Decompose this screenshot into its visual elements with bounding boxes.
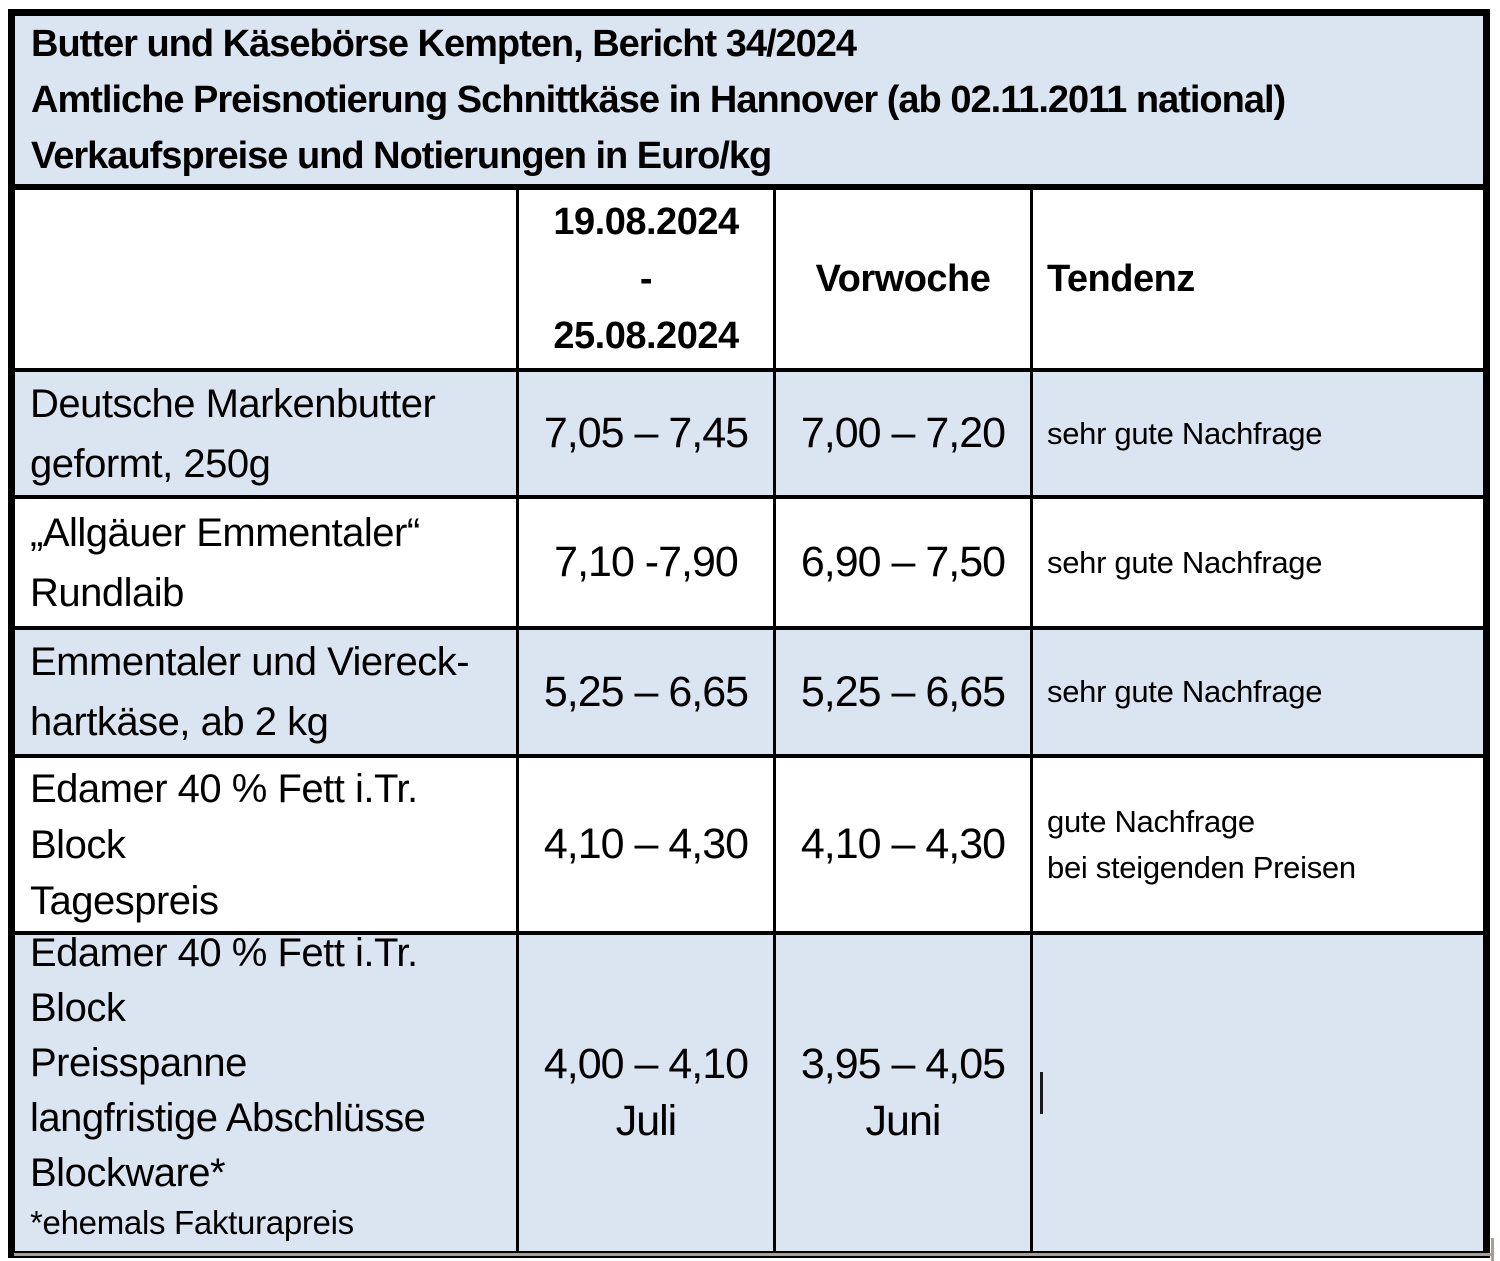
vorwoche-label: Vorwoche bbox=[815, 257, 991, 300]
product-line: Tagespreis bbox=[30, 878, 219, 923]
product-line: Edamer 40 % Fett i.Tr. bbox=[30, 931, 418, 975]
product-line: Blockware* bbox=[30, 1151, 226, 1195]
price-range: 7,00 – 7,20 bbox=[800, 409, 1006, 457]
table-grid: 19.08.2024 - 25.08.2024 Vorwoche Tendenz… bbox=[15, 190, 1483, 1251]
period-price-cell[interactable]: 7,10 -7,90 bbox=[516, 495, 773, 626]
table-title[interactable]: Butter und Käsebörse Kempten, Bericht 34… bbox=[15, 16, 1483, 190]
tendenz-line: sehr gute Nachfrage bbox=[1047, 415, 1323, 451]
price-range: 4,00 – 4,10 bbox=[543, 1040, 749, 1088]
vorwoche-price-cell[interactable]: 4,10 – 4,30 bbox=[773, 754, 1030, 931]
product-footnote: *ehemals Fakturapreis bbox=[30, 1204, 354, 1241]
price-range: 7,05 – 7,45 bbox=[543, 409, 749, 457]
tendenz-cell[interactable]: sehr gute Nachfrage bbox=[1030, 626, 1483, 754]
product-cell[interactable]: Emmentaler und Viereck- hartkäse, ab 2 k… bbox=[15, 626, 516, 754]
price-range: 3,95 – 4,05 bbox=[800, 1040, 1006, 1088]
price-range: 6,90 – 7,50 bbox=[800, 538, 1006, 586]
price-range: 5,25 – 6,65 bbox=[543, 667, 749, 716]
title-line-1: Butter und Käsebörse Kempten, Bericht 34… bbox=[31, 23, 857, 65]
tendenz-line: bei steigenden Preisen bbox=[1047, 849, 1356, 885]
period-date-start: 19.08.2024 bbox=[553, 200, 739, 243]
tendenz-cell[interactable] bbox=[1030, 931, 1483, 1251]
price-range: 7,10 -7,90 bbox=[554, 538, 739, 586]
product-line: Emmentaler und Viereck- bbox=[30, 640, 470, 684]
product-line: hartkäse, ab 2 kg bbox=[30, 700, 329, 744]
product-line: Block bbox=[30, 822, 126, 867]
vorwoche-price-cell[interactable]: 3,95 – 4,05 Juni bbox=[773, 931, 1030, 1251]
text-cursor-caret bbox=[1040, 1072, 1043, 1114]
vorwoche-price-cell[interactable]: 7,00 – 7,20 bbox=[773, 368, 1030, 495]
tendenz-line: gute Nachfrage bbox=[1047, 803, 1255, 839]
period-dash: - bbox=[639, 257, 653, 300]
product-line: Block bbox=[30, 986, 126, 1030]
title-line-2: Amtliche Preisnotierung Schnittkäse in H… bbox=[31, 79, 1286, 121]
product-line: Edamer 40 % Fett i.Tr. bbox=[30, 766, 418, 811]
product-cell[interactable]: „Allgäuer Emmentaler“ Rundlaib bbox=[15, 495, 516, 626]
price-range: 4,10 – 4,30 bbox=[800, 820, 1006, 868]
col-header-product[interactable] bbox=[15, 190, 516, 368]
col-header-period[interactable]: 19.08.2024 - 25.08.2024 bbox=[516, 190, 773, 368]
price-table: Butter und Käsebörse Kempten, Bericht 34… bbox=[8, 9, 1490, 1258]
period-price-cell[interactable]: 7,05 – 7,45 bbox=[516, 368, 773, 495]
period-price-cell[interactable]: 4,00 – 4,10 Juli bbox=[516, 931, 773, 1251]
period-date-end: 25.08.2024 bbox=[553, 314, 739, 357]
tendenz-line: sehr gute Nachfrage bbox=[1047, 674, 1323, 709]
product-line: „Allgäuer Emmentaler“ bbox=[30, 510, 420, 555]
tendenz-label: Tendenz bbox=[1047, 257, 1195, 300]
price-month: Juni bbox=[865, 1097, 942, 1145]
vorwoche-price-cell[interactable]: 6,90 – 7,50 bbox=[773, 495, 1030, 626]
vorwoche-price-cell[interactable]: 5,25 – 6,65 bbox=[773, 626, 1030, 754]
tendenz-cell[interactable]: sehr gute Nachfrage bbox=[1030, 368, 1483, 495]
period-price-cell[interactable]: 5,25 – 6,65 bbox=[516, 626, 773, 754]
product-line: langfristige Abschlüsse bbox=[30, 1096, 426, 1140]
frame-shadow-corner bbox=[1491, 1238, 1494, 1261]
product-line: Rundlaib bbox=[30, 570, 184, 615]
product-line: Deutsche Markenbutter bbox=[30, 381, 436, 426]
frame-shadow-bottom bbox=[14, 1253, 1494, 1256]
col-header-tendenz[interactable]: Tendenz bbox=[1030, 190, 1483, 368]
period-price-cell[interactable]: 4,10 – 4,30 bbox=[516, 754, 773, 931]
tendenz-line: sehr gute Nachfrage bbox=[1047, 544, 1323, 580]
tendenz-cell[interactable]: sehr gute Nachfrage bbox=[1030, 495, 1483, 626]
price-range: 5,25 – 6,65 bbox=[800, 667, 1006, 716]
product-cell[interactable]: Edamer 40 % Fett i.Tr. Block Tagespreis bbox=[15, 754, 516, 931]
price-range: 4,10 – 4,30 bbox=[543, 820, 749, 868]
tendenz-cell[interactable]: gute Nachfrage bei steigenden Preisen bbox=[1030, 754, 1483, 931]
col-header-vorwoche[interactable]: Vorwoche bbox=[773, 190, 1030, 368]
product-cell[interactable]: Edamer 40 % Fett i.Tr. Block Preisspanne… bbox=[15, 931, 516, 1251]
title-line-3: Verkaufspreise und Notierungen in Euro/k… bbox=[31, 135, 772, 177]
product-line: Preisspanne bbox=[30, 1041, 247, 1085]
product-line: geformt, 250g bbox=[30, 441, 271, 486]
product-cell[interactable]: Deutsche Markenbutter geformt, 250g bbox=[15, 368, 516, 495]
price-month: Juli bbox=[615, 1097, 678, 1145]
